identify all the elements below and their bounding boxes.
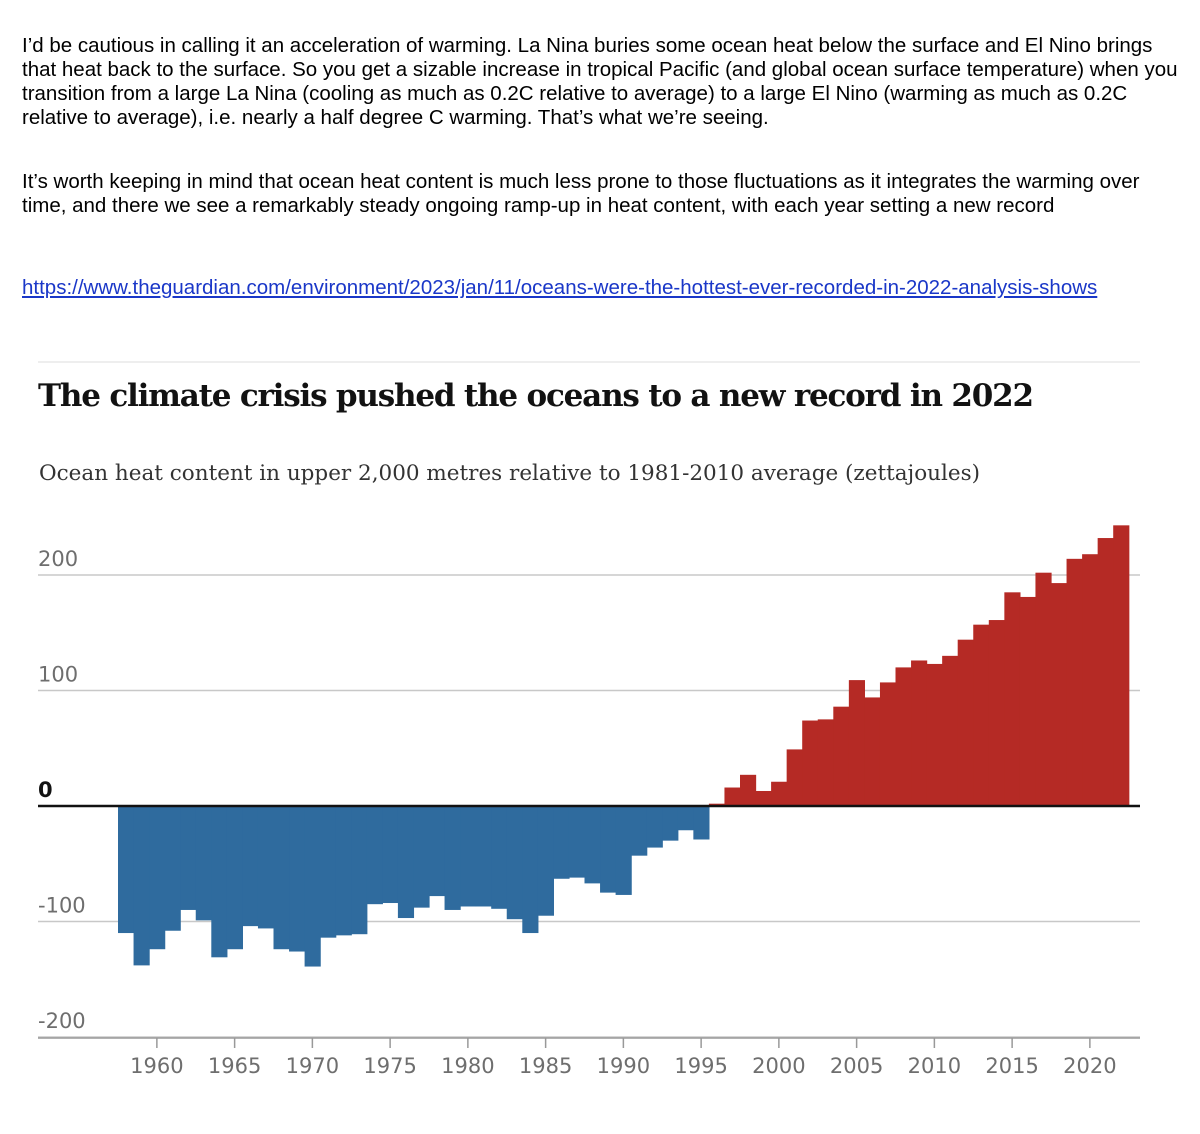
y-tick-label: 100 (38, 663, 78, 687)
x-tick-label: 1960 (130, 1054, 183, 1078)
bar-1969 (289, 806, 306, 952)
bar-1986 (553, 806, 570, 879)
bar-1997 (724, 787, 741, 806)
bar-2013 (973, 624, 990, 806)
bar-1985 (537, 806, 554, 916)
paragraph-2: It’s worth keeping in mind that ocean he… (22, 170, 1140, 217)
bar-1976 (397, 806, 415, 919)
bar-1987 (568, 806, 586, 878)
guardian-article-link[interactable]: https://www.theguardian.com/environment/… (22, 276, 1098, 299)
chart-title: The climate crisis pushed the oceans to … (38, 378, 1034, 414)
bar-2004 (833, 706, 850, 806)
chart-subtitle: Ocean heat content in upper 2,000 metres… (39, 461, 981, 486)
bar-2022 (1113, 525, 1130, 806)
bar-2020 (1082, 554, 1099, 806)
bar-1989 (600, 806, 617, 893)
y-tick-label: -100 (38, 894, 86, 918)
bar-1968 (273, 806, 290, 950)
bar-1998 (740, 774, 757, 806)
bar-1990 (615, 806, 632, 895)
bar-2015 (1004, 592, 1021, 806)
bar-1984 (522, 806, 539, 934)
chart: 200 100 0 -100 -200 1960 1965 1970 1975 1980 1985 1… (38, 361, 1140, 1078)
bar-1979 (444, 806, 461, 910)
x-tick-label: 1980 (441, 1054, 494, 1078)
bar-2005 (848, 680, 865, 806)
x-tick-label: 1975 (363, 1054, 416, 1078)
bar-1963 (195, 806, 212, 921)
bar-2021 (1097, 538, 1114, 806)
bar-1982 (491, 806, 508, 909)
bar-1983 (506, 806, 523, 920)
bar-1965 (226, 806, 243, 950)
bar-2001 (786, 749, 803, 806)
bar-2016 (1019, 596, 1037, 806)
bar-2010 (926, 663, 943, 806)
bar-1993 (662, 806, 679, 841)
bar-1967 (257, 806, 275, 929)
bar-1962 (180, 806, 197, 910)
bar-1959 (133, 806, 150, 966)
bar-2008 (895, 667, 912, 806)
y-tick-label: 0 (38, 778, 53, 802)
bar-1994 (677, 806, 694, 831)
x-tick-label: 1970 (286, 1054, 339, 1078)
bar-2012 (957, 639, 974, 806)
x-tick-label: 2005 (830, 1054, 883, 1078)
bar-1964 (211, 806, 228, 958)
bar-1966 (242, 806, 259, 927)
bar-2000 (771, 781, 788, 806)
bar-1992 (646, 806, 663, 848)
bar-2002 (802, 720, 819, 806)
x-tick-label: 2015 (985, 1054, 1038, 1078)
bar-1961 (164, 806, 181, 931)
bar-2017 (1035, 572, 1052, 806)
bar-2018 (1051, 583, 1068, 806)
bar-2019 (1066, 558, 1083, 806)
bar-1978 (429, 806, 446, 897)
bar-2014 (988, 620, 1005, 806)
bar-2007 (879, 682, 897, 806)
x-tick-label: 1990 (597, 1054, 650, 1078)
bar-1991 (631, 806, 648, 856)
bar-1975 (382, 806, 399, 904)
bar-1958 (118, 806, 135, 934)
y-tick-label: 200 (38, 547, 78, 571)
y-tick-label: -200 (38, 1009, 86, 1033)
x-tick-label: 2020 (1063, 1054, 1116, 1078)
bar-1981 (475, 806, 492, 907)
bar-2006 (864, 697, 881, 806)
bar-1973 (351, 806, 368, 935)
bar-1999 (755, 790, 772, 806)
bar-1972 (335, 806, 352, 936)
bar-1971 (320, 806, 337, 938)
bar-1980 (460, 806, 477, 907)
bar-1970 (304, 806, 321, 967)
bar-1960 (149, 806, 166, 950)
bar-2011 (942, 655, 959, 806)
bar-1974 (366, 806, 383, 905)
x-tick-label: 1965 (208, 1054, 261, 1078)
paragraph-1: I’d be cautious in calling it an acceler… (22, 34, 1178, 129)
bar-2009 (911, 660, 928, 806)
x-tick-label: 2010 (908, 1054, 961, 1078)
bar-2003 (817, 719, 834, 806)
x-tick-label: 2000 (752, 1054, 805, 1078)
bar-1977 (413, 806, 430, 908)
bar-1995 (693, 806, 710, 840)
bar-1988 (584, 806, 601, 884)
x-tick-label: 1985 (519, 1054, 572, 1078)
x-tick-label: 1995 (674, 1054, 727, 1078)
